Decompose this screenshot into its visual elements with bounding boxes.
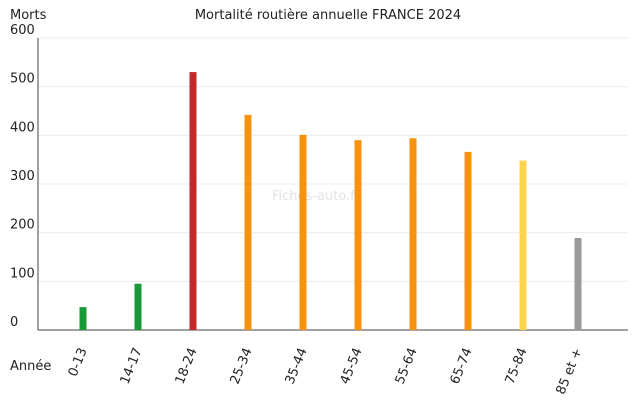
x-tick-label: 75-84	[503, 346, 531, 387]
y-tick-label: 0	[10, 315, 18, 330]
x-tick-label: 65-74	[448, 346, 476, 387]
x-tick-label: 25-34	[228, 346, 256, 387]
bar-65-74	[464, 151, 472, 330]
x-tick-label: 45-54	[338, 346, 366, 387]
x-tick-label: 55-64	[393, 346, 421, 387]
x-ticks: 0-13 14-17 18-24 25-34 35-44 45-54 55-64 65-74 7…	[66, 346, 586, 397]
bars	[79, 72, 582, 331]
x-tick-label: 85 et +	[554, 346, 586, 397]
y-tick-label: 300	[10, 169, 35, 184]
bar-14-17	[134, 283, 142, 330]
y-tick-label: 500	[10, 72, 35, 87]
x-tick-label: 18-24	[173, 346, 201, 387]
bar-45-54	[354, 140, 362, 330]
y-tick-label: 600	[10, 23, 35, 38]
chart-title: Mortalité routière annuelle FRANCE 2024	[195, 8, 461, 23]
x-tick-label: 0-13	[66, 346, 91, 379]
y-ticks: 0 100 200 300 400 500 600	[10, 23, 35, 330]
bar-55-64	[409, 138, 417, 330]
grid	[38, 37, 628, 282]
y-tick-label: 200	[10, 218, 35, 233]
x-axis-label: Année	[10, 359, 51, 374]
watermark: Fiches-auto.fr	[272, 189, 361, 204]
x-tick-label: 14-17	[118, 346, 146, 387]
bar-0-13	[79, 307, 87, 330]
bar-18-24	[189, 72, 197, 331]
bar-35-44	[299, 134, 307, 330]
bar-25-34	[244, 114, 252, 330]
bar-75-84	[519, 160, 527, 330]
bar-85 et +	[574, 238, 582, 330]
y-tick-label: 100	[10, 266, 35, 281]
y-axis-label: Morts	[10, 8, 47, 23]
x-tick-label: 35-44	[283, 346, 311, 387]
y-tick-label: 400	[10, 120, 35, 135]
